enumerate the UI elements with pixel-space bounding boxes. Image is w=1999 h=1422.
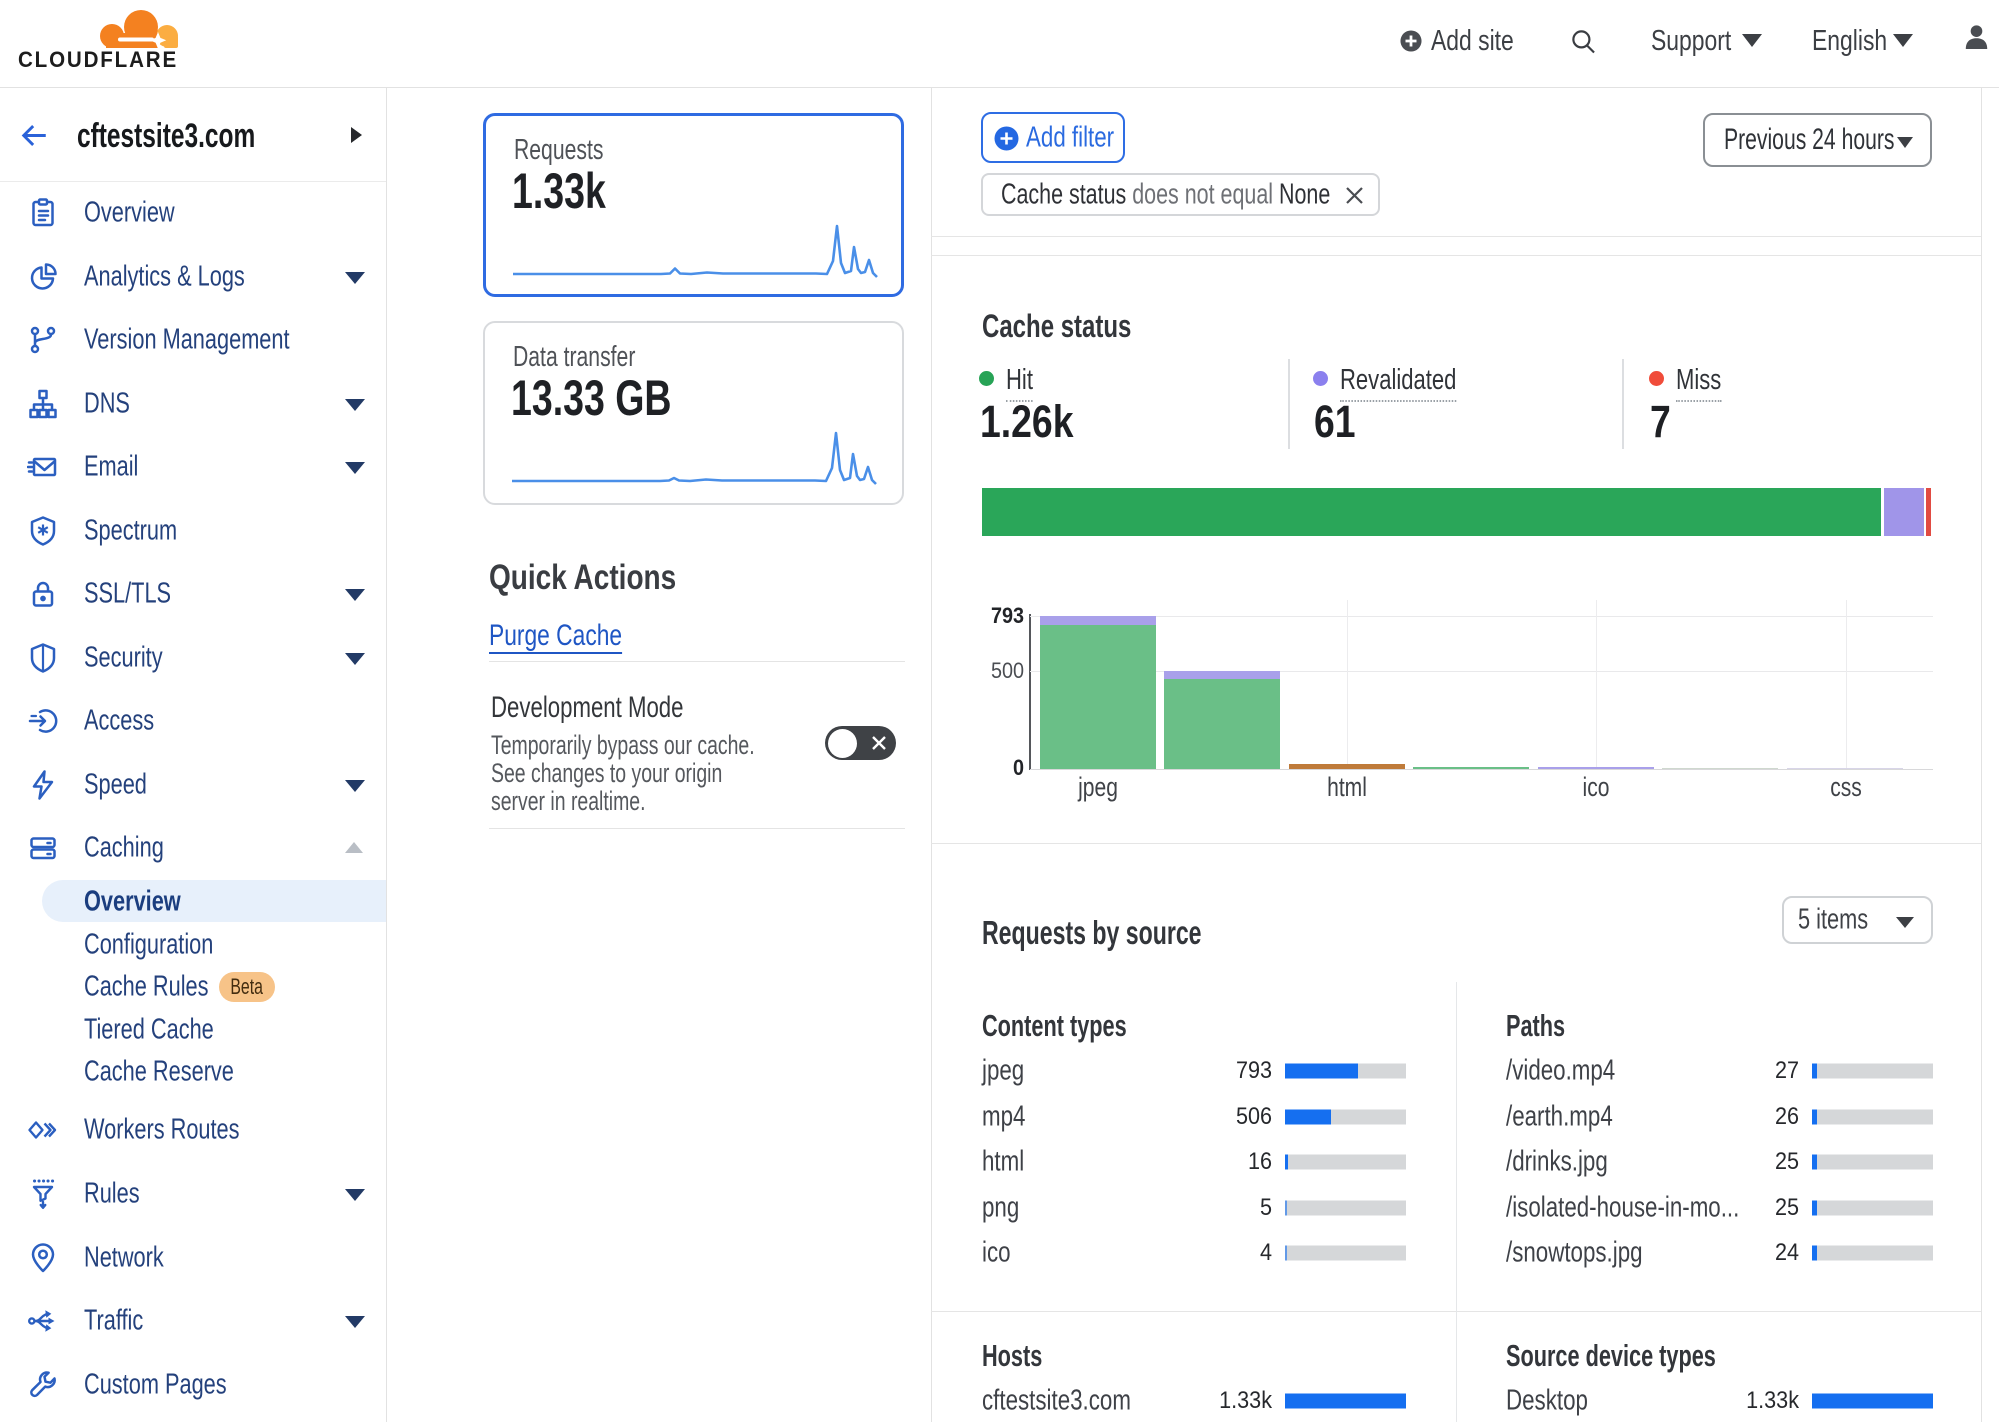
svg-text:CLOUDFLARE: CLOUDFLARE bbox=[18, 47, 178, 70]
